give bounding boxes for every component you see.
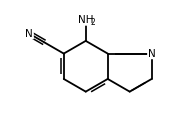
Text: NH: NH: [78, 15, 93, 25]
Text: N: N: [148, 49, 155, 59]
Text: N: N: [26, 29, 33, 39]
Text: 2: 2: [90, 18, 95, 27]
